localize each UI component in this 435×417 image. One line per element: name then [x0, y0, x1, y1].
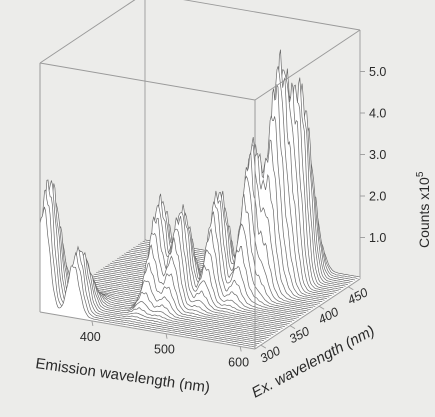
excitation-tick-label-2: 400: [316, 305, 341, 327]
excitation-tick-label-0: 300: [258, 344, 283, 366]
excitation-tick-label-3: 450: [345, 285, 370, 307]
counts-axis-label: Counts x105: [415, 171, 432, 248]
spectrum-line-2: [44, 179, 260, 344]
counts-tick-label-2: 3.0: [369, 148, 386, 162]
spectrum-line-12: [67, 232, 283, 329]
spectrum-line-13: [70, 216, 286, 328]
spectrum-fill-12: [68, 233, 283, 331]
spectrum-fill-10: [63, 262, 279, 334]
emission-tick-mark-2: [239, 346, 242, 352]
spectrum-line-14: [72, 204, 288, 326]
spectrum-line-20: [86, 211, 302, 316]
spectrum-line-18: [81, 212, 297, 320]
emission-tick-label-1: 500: [154, 343, 175, 357]
spectrum-line-5: [51, 200, 267, 340]
emission-tick-mark-0: [91, 320, 94, 327]
counts-tick-label-3: 4.0: [369, 107, 386, 121]
spectrum-fill-14: [72, 205, 288, 328]
emission-spectra-surface: [39, 49, 360, 349]
spectrum-line-4: [48, 183, 265, 342]
box-edge-top-right: [254, 29, 361, 101]
spectrum-line-0: [39, 206, 255, 348]
counts-tick-label-1: 2.0: [369, 190, 386, 204]
spectrum-line-17: [79, 204, 295, 321]
excitation-tick-mark-1: [289, 325, 296, 330]
counts-tick-label-4: 5.0: [369, 65, 386, 79]
box-edge-front-bottom: [39, 311, 256, 350]
bounding-box-front: [39, 0, 361, 350]
counts-axis-label-text: Counts x10: [416, 177, 432, 248]
spectrum-line-15: [75, 193, 290, 324]
spectrum-fill-24: [96, 191, 311, 312]
emission-tick-label-0: 400: [80, 330, 101, 344]
box-edge-front-top: [39, 62, 256, 101]
excitation-tick-label-1: 350: [287, 324, 312, 346]
excitation-tick-mark-3: [348, 286, 354, 291]
excitation-tick-mark-2: [318, 305, 325, 310]
box-edge-right-bottom: [254, 278, 361, 350]
spectrum-line-8: [58, 249, 274, 335]
counts-axis-label-exponent: 5: [415, 171, 426, 177]
spectrum-line-21: [88, 201, 304, 315]
excitation-tick-mark-0: [260, 344, 267, 349]
emission-tick-mark-1: [165, 333, 168, 339]
spectrum-fill-11: [65, 245, 281, 332]
counts-tick-label-0: 1.0: [369, 231, 386, 245]
spectrum-line-1: [41, 189, 258, 346]
emission-tick-label-2: 600: [228, 355, 249, 369]
emission-axis-label: Emission wavelength (nm): [34, 355, 211, 396]
spectrum-line-3: [46, 180, 262, 343]
box-edge-top-left: [39, 0, 136, 64]
box-edge-back-top: [183, 0, 361, 31]
spectrum-line-16: [77, 200, 293, 323]
spectrum-line-19: [84, 225, 300, 318]
